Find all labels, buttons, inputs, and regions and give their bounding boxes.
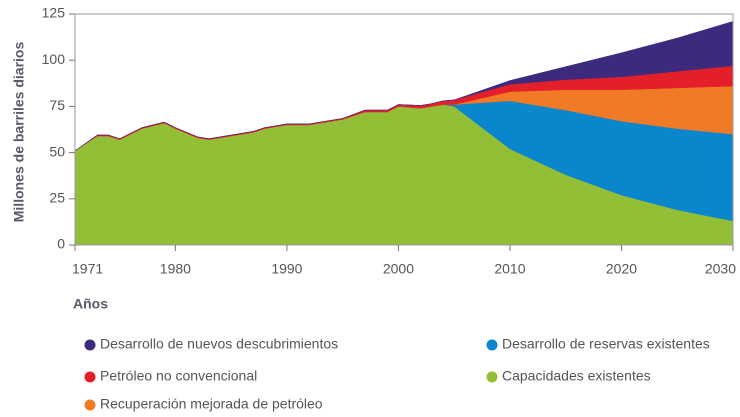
- x-tick-label: 1971: [72, 261, 103, 277]
- x-tick-label: 2020: [606, 261, 637, 277]
- legend-swatch: [486, 371, 498, 383]
- legend-swatch: [84, 399, 96, 411]
- legend-label: Capacidades existentes: [502, 368, 651, 384]
- x-tick-label: 2030: [705, 261, 736, 277]
- x-tick-label: 1990: [271, 261, 302, 277]
- y-tick-label: 50: [49, 143, 65, 159]
- y-axis-title: Millones de barriles diarios: [11, 42, 27, 223]
- x-axis-title: Años: [73, 296, 108, 312]
- x-tick-label: 2000: [383, 261, 414, 277]
- x-tick-label: 2010: [494, 261, 525, 277]
- x-tick-label: 1980: [160, 261, 191, 277]
- legend-swatch: [84, 339, 96, 351]
- y-tick-label: 125: [42, 5, 66, 21]
- legend-swatch: [486, 339, 498, 351]
- legend-label: Petróleo no convencional: [100, 368, 257, 384]
- plot-frame: [74, 13, 734, 246]
- y-tick-label: 0: [57, 236, 65, 252]
- y-tick-label: 75: [49, 97, 65, 113]
- legend-label: Desarrollo de nuevos descubrimientos: [100, 336, 338, 352]
- y-tick-label: 100: [42, 51, 66, 67]
- legend-label: Desarrollo de reservas existentes: [502, 336, 710, 352]
- legend-label: Recuperación mejorada de petróleo: [100, 396, 323, 412]
- legend-swatch: [84, 371, 96, 383]
- y-tick-label: 25: [49, 190, 65, 206]
